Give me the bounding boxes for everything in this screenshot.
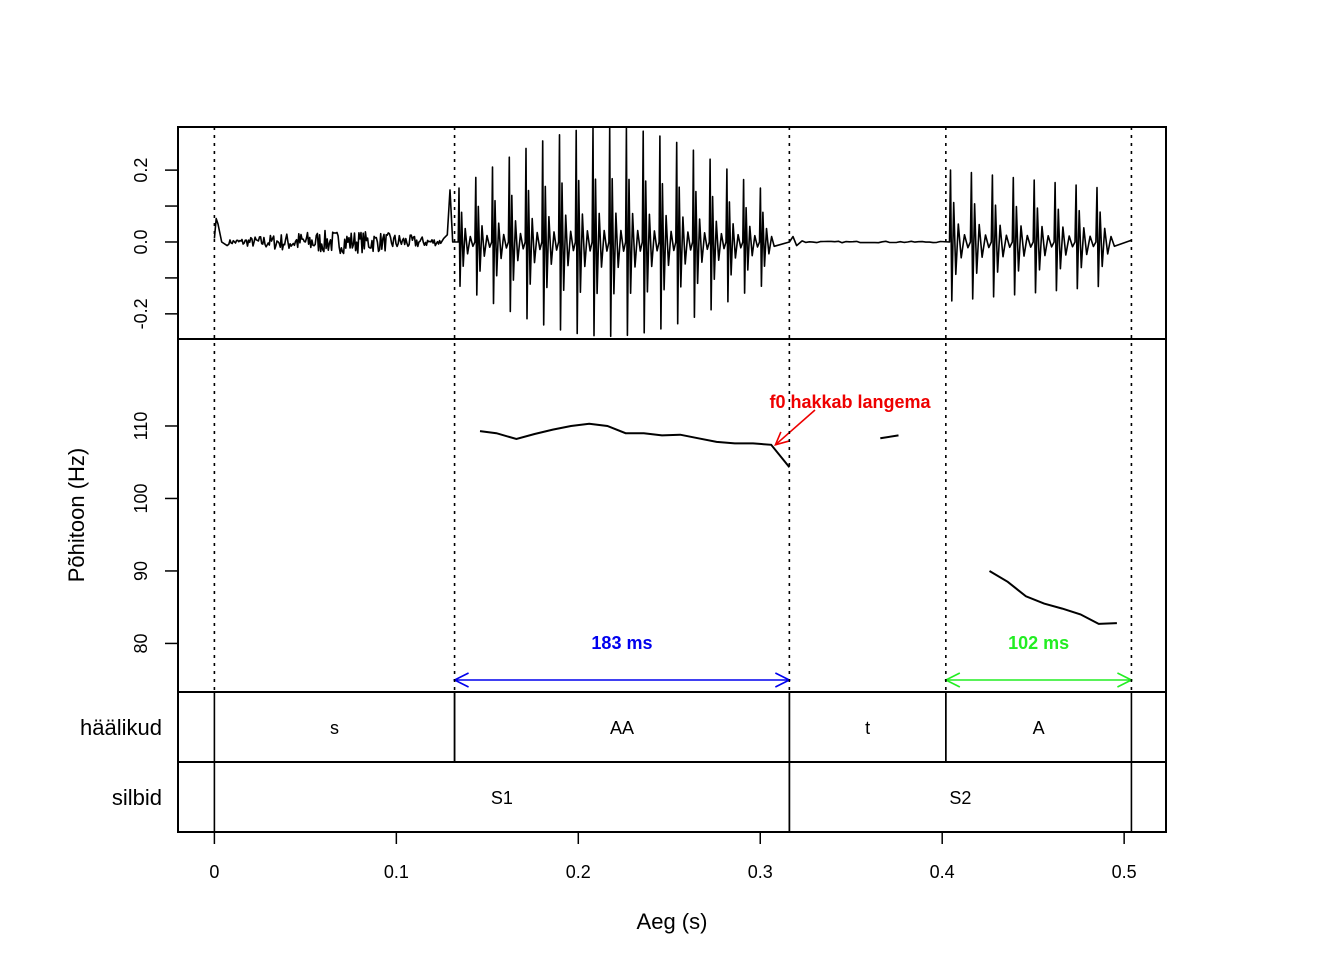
f0-contour <box>988 570 1117 625</box>
tier-2: silbid S1 S2 <box>112 761 1167 833</box>
f0-y-tick-label: 80 <box>131 633 151 653</box>
tier-frame <box>177 691 1167 763</box>
f0-drop-annotation: f0 hakkab langema <box>769 392 932 447</box>
f0-drop-label: f0 hakkab langema <box>769 392 931 412</box>
waveform-panel: -0.2 0.0 0.2 <box>131 126 1167 340</box>
f0-panel: 80 90 100 110 Põhitoon (Hz) 183 ms 102 ms f0 … <box>64 338 1167 693</box>
segment-label: A <box>1033 718 1045 738</box>
f0-contour <box>479 422 791 468</box>
x-tick-label: 0.2 <box>566 862 591 882</box>
duration-annotation: 102 ms <box>944 633 1134 688</box>
duration-annotation: 183 ms <box>452 633 792 688</box>
x-tick-label: 0 <box>209 862 219 882</box>
duration-label: 102 ms <box>1008 633 1069 653</box>
segment-label: S2 <box>949 788 971 808</box>
tier-name: silbid <box>112 785 162 810</box>
annotations: 183 ms 102 ms f0 hakkab langema <box>452 392 1134 688</box>
f0-contour <box>880 434 899 440</box>
x-tick-label: 0.5 <box>1112 862 1137 882</box>
f0-y-tick-label: 110 <box>131 412 151 441</box>
segment-label: s <box>330 718 339 738</box>
x-tick-label: 0.3 <box>748 862 773 882</box>
waveform-line <box>213 126 1132 338</box>
f0-contours <box>479 422 1117 625</box>
duration-label: 183 ms <box>591 633 652 653</box>
f0-drop-arrow <box>774 409 816 446</box>
tier-frame <box>177 761 1167 833</box>
waveform-y-axis: -0.2 0.0 0.2 <box>131 134 179 336</box>
f0-axis-title: Põhitoon (Hz) <box>64 448 89 583</box>
f0-y-tick-label: 100 <box>131 483 151 513</box>
x-axis: 0 0.1 0.2 0.3 0.4 0.5 <box>209 831 1137 882</box>
waveform-y-tick-label: 0.0 <box>131 229 151 254</box>
waveform-y-tick-label: 0.2 <box>131 158 151 183</box>
segment-label: t <box>865 718 870 738</box>
segment-label: S1 <box>491 788 513 808</box>
tier-1: häälikud s AA t A <box>80 691 1167 763</box>
f0-y-tick-label: 90 <box>131 561 151 581</box>
segment-label: AA <box>610 718 634 738</box>
x-tick-label: 0.1 <box>384 862 409 882</box>
x-tick-label: 0.4 <box>930 862 955 882</box>
f0-y-axis: 80 90 100 110 <box>131 412 178 653</box>
waveform-y-tick-label: -0.2 <box>131 298 151 329</box>
boundary-lines <box>213 127 1133 692</box>
tier-name: häälikud <box>80 715 162 740</box>
f0-drop-arrow-head <box>774 431 790 447</box>
x-axis-title: Aeg (s) <box>637 909 708 934</box>
